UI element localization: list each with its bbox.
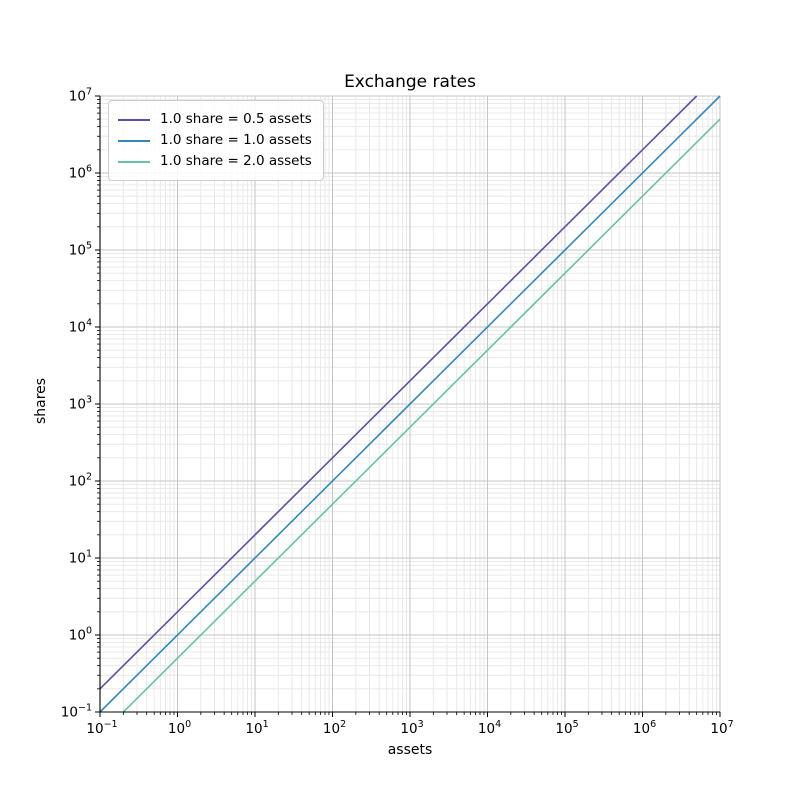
legend-item: 1.0 share = 1.0 assets xyxy=(118,130,312,151)
y-tick-label: 10−1 xyxy=(61,703,92,721)
y-tick-label: 106 xyxy=(69,164,92,182)
legend-line-sample xyxy=(118,118,150,121)
y-tick-label: 105 xyxy=(69,241,92,259)
legend-label: 1.0 share = 0.5 assets xyxy=(160,111,312,127)
x-tick-label: 103 xyxy=(400,719,423,737)
x-tick-label: 101 xyxy=(245,719,268,737)
legend: 1.0 share = 0.5 assets 1.0 share = 1.0 a… xyxy=(108,100,324,181)
legend-label: 1.0 share = 1.0 assets xyxy=(160,132,312,148)
legend-line-sample xyxy=(118,160,150,163)
y-tick-label: 102 xyxy=(69,472,92,490)
x-tick-label: 102 xyxy=(323,719,346,737)
y-axis-label: shares xyxy=(33,377,49,425)
x-tick-label: 10−1 xyxy=(86,719,117,737)
x-tick-label: 105 xyxy=(555,719,578,737)
series-line-1 xyxy=(99,95,721,713)
legend-line-sample xyxy=(118,139,150,142)
x-tick-label: 107 xyxy=(710,719,733,737)
y-tick-label: 103 xyxy=(69,395,92,413)
legend-item: 1.0 share = 2.0 assets xyxy=(118,151,312,172)
x-axis-label: assets xyxy=(387,742,433,758)
y-tick-label: 104 xyxy=(69,318,92,336)
y-tick-label: 107 xyxy=(69,87,92,105)
series-line-2 xyxy=(122,118,721,713)
y-tick-label: 101 xyxy=(69,549,92,567)
x-tick-label: 106 xyxy=(633,719,656,737)
x-tick-label: 100 xyxy=(168,719,191,737)
y-tick-label: 100 xyxy=(69,626,92,644)
x-tick-label: 104 xyxy=(478,719,501,737)
series-line-0 xyxy=(99,95,698,690)
legend-item: 1.0 share = 0.5 assets xyxy=(118,109,312,130)
legend-label: 1.0 share = 2.0 assets xyxy=(160,153,312,169)
chart-title: Exchange rates xyxy=(344,72,476,92)
